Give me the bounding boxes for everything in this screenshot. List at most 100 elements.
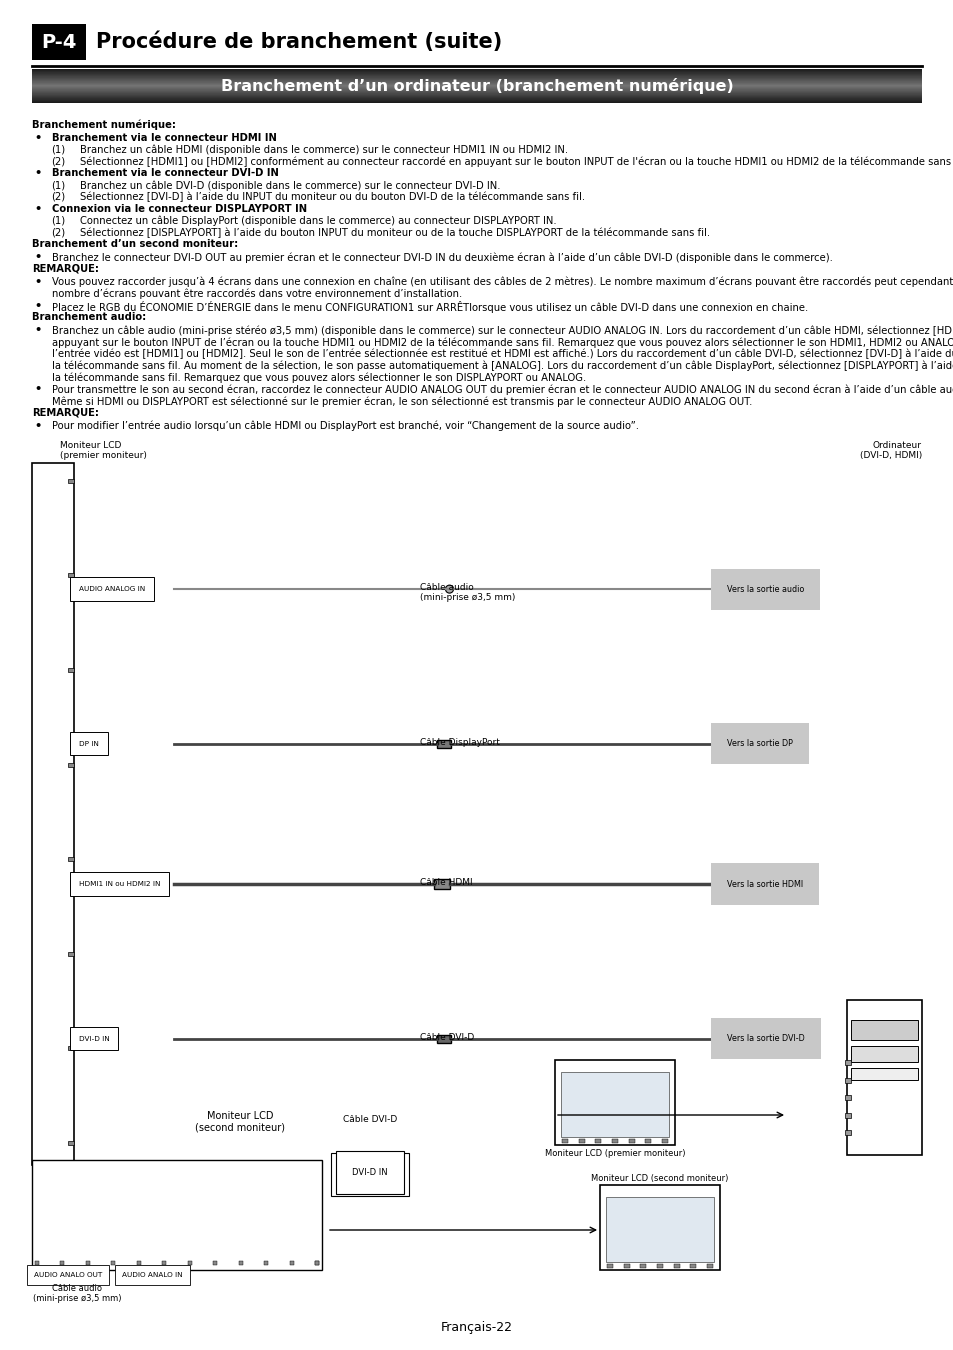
Text: Connexion via le connecteur DISPLAYPORT IN: Connexion via le connecteur DISPLAYPORT …: [52, 204, 307, 213]
Text: REMARQUE:: REMARQUE:: [32, 265, 99, 274]
Bar: [690, 1264, 696, 1268]
Bar: [290, 1261, 294, 1265]
Text: Branchez le connecteur DVI-D OUT au premier écran et le connecteur DVI-D IN du d: Branchez le connecteur DVI-D OUT au prem…: [52, 252, 832, 263]
Text: Branchez un câble audio (mini-prise stéréo ø3,5 mm) (disponible dans le commerce: Branchez un câble audio (mini-prise stér…: [52, 325, 953, 336]
Bar: [844, 1077, 850, 1083]
Bar: [612, 1139, 618, 1143]
Bar: [68, 1141, 74, 1145]
Text: Branchez un câble HDMI (disponible dans le commerce) sur le connecteur HDMI1 IN : Branchez un câble HDMI (disponible dans …: [80, 144, 568, 155]
Text: Câble audio: Câble audio: [52, 1284, 102, 1293]
Bar: [661, 1139, 667, 1143]
Text: nombre d’écrans pouvant être raccordés dans votre environnement d’installation.: nombre d’écrans pouvant être raccordés d…: [52, 289, 462, 300]
Text: Branchement d’un ordinateur (branchement numérique): Branchement d’un ordinateur (branchement…: [220, 78, 733, 94]
Text: Câble DVI-D: Câble DVI-D: [419, 1033, 474, 1042]
Bar: [68, 1046, 74, 1050]
Bar: [844, 1095, 850, 1100]
Text: Même si HDMI ou DISPLAYPORT est sélectionné sur le premier écran, le son sélecti: Même si HDMI ou DISPLAYPORT est sélectio…: [52, 396, 752, 406]
Bar: [32, 1160, 322, 1270]
Bar: [595, 1139, 600, 1143]
Text: (DVI-D, HDMI): (DVI-D, HDMI): [859, 451, 921, 460]
Text: la télécommande sans fil. Remarquez que vous pouvez alors sélectionner le son DI: la télécommande sans fil. Remarquez que …: [52, 373, 586, 383]
Bar: [605, 1197, 713, 1262]
Text: •: •: [34, 252, 41, 262]
Bar: [599, 1185, 720, 1270]
Text: Moniteur LCD: Moniteur LCD: [207, 1111, 273, 1120]
Bar: [32, 463, 74, 1165]
Text: Moniteur LCD (premier moniteur): Moniteur LCD (premier moniteur): [544, 1149, 684, 1158]
Bar: [628, 1139, 634, 1143]
Bar: [162, 1261, 166, 1265]
Bar: [188, 1261, 192, 1265]
Text: (2): (2): [51, 157, 65, 166]
Text: DVI-D IN: DVI-D IN: [79, 1035, 110, 1042]
Text: Placez le RGB du ÉCONOMIE D’ÉNERGIE dans le menu CONFIGURATION1 sur ARRÊTlorsque: Placez le RGB du ÉCONOMIE D’ÉNERGIE dans…: [52, 301, 807, 313]
Text: (2): (2): [51, 192, 65, 202]
Text: Ordinateur: Ordinateur: [872, 440, 921, 450]
Text: •: •: [34, 385, 41, 394]
Bar: [844, 1112, 850, 1118]
Text: Câble HDMI: Câble HDMI: [419, 878, 472, 887]
Text: Vers la sortie DP: Vers la sortie DP: [726, 738, 792, 748]
Bar: [68, 857, 74, 861]
Text: Moniteur LCD: Moniteur LCD: [60, 440, 121, 450]
Bar: [213, 1261, 217, 1265]
Text: Branchement via le connecteur DVI-D IN: Branchement via le connecteur DVI-D IN: [52, 169, 278, 178]
Text: Pour modifier l’entrée audio lorsqu’un câble HDMI ou DisplayPort est branché, vo: Pour modifier l’entrée audio lorsqu’un c…: [52, 421, 639, 432]
Text: Vous pouvez raccorder jusqu’à 4 écrans dans une connexion en chaîne (en utilisan: Vous pouvez raccorder jusqu’à 4 écrans d…: [52, 277, 953, 288]
Text: (1): (1): [51, 216, 65, 225]
Text: Branchez un câble DVI-D (disponible dans le commerce) sur le connecteur DVI-D IN: Branchez un câble DVI-D (disponible dans…: [80, 180, 500, 190]
Text: Branchement via le connecteur HDMI IN: Branchement via le connecteur HDMI IN: [52, 134, 276, 143]
Bar: [578, 1139, 584, 1143]
Text: Procédure de branchement (suite): Procédure de branchement (suite): [96, 32, 501, 53]
Bar: [706, 1264, 712, 1268]
Text: Câble audio: Câble audio: [419, 583, 474, 593]
Bar: [850, 1021, 917, 1040]
Bar: [68, 668, 74, 672]
Text: AUDIO ANALOG IN: AUDIO ANALOG IN: [79, 586, 145, 593]
Text: Branchement numérique:: Branchement numérique:: [32, 120, 175, 131]
Bar: [136, 1261, 141, 1265]
Text: •: •: [34, 325, 41, 335]
Text: Câble DisplayPort: Câble DisplayPort: [419, 737, 499, 747]
Bar: [561, 1139, 567, 1143]
Bar: [844, 1060, 850, 1065]
Bar: [623, 1264, 629, 1268]
Text: Français-22: Français-22: [440, 1322, 513, 1335]
Text: REMARQUE:: REMARQUE:: [32, 408, 99, 418]
Text: Sélectionnez [HDMI1] ou [HDMI2] conformément au connecteur raccordé en appuyant : Sélectionnez [HDMI1] ou [HDMI2] conformé…: [80, 157, 953, 167]
Text: l’entrée vidéo est [HDMI1] ou [HDMI2]. Seul le son de l’entrée sélectionnée est : l’entrée vidéo est [HDMI1] ou [HDMI2]. S…: [52, 348, 953, 359]
Bar: [555, 1060, 675, 1145]
Bar: [68, 763, 74, 767]
Bar: [844, 1130, 850, 1135]
Bar: [32, 24, 86, 59]
Bar: [606, 1264, 613, 1268]
Text: (2): (2): [51, 227, 65, 238]
Text: Vers la sortie audio: Vers la sortie audio: [726, 585, 803, 594]
Text: •: •: [34, 277, 41, 288]
Bar: [68, 574, 74, 578]
Text: DP IN: DP IN: [79, 741, 99, 747]
Text: Branchement audio:: Branchement audio:: [32, 312, 146, 323]
Bar: [850, 1046, 917, 1062]
Circle shape: [445, 585, 453, 593]
Text: DVI-D OUT: DVI-D OUT: [348, 1170, 392, 1179]
Text: •: •: [34, 301, 41, 310]
Text: (mini-prise ø3,5 mm): (mini-prise ø3,5 mm): [419, 593, 515, 602]
Text: DVI-D IN: DVI-D IN: [352, 1168, 388, 1177]
Text: Branchement d’un second moniteur:: Branchement d’un second moniteur:: [32, 239, 238, 250]
Bar: [434, 879, 450, 890]
Bar: [657, 1264, 662, 1268]
Text: Vers la sortie HDMI: Vers la sortie HDMI: [726, 880, 802, 888]
Bar: [673, 1264, 679, 1268]
Text: appuyant sur le bouton INPUT de l’écran ou la touche HDMI1 ou HDMI2 de la téléco: appuyant sur le bouton INPUT de l’écran …: [52, 338, 953, 347]
Text: AUDIO ANALO OUT: AUDIO ANALO OUT: [34, 1272, 102, 1278]
Bar: [112, 1261, 115, 1265]
Text: •: •: [34, 204, 41, 213]
Text: •: •: [34, 134, 41, 143]
Bar: [264, 1261, 268, 1265]
Text: •: •: [34, 169, 41, 178]
Bar: [86, 1261, 90, 1265]
Bar: [35, 1261, 39, 1265]
Bar: [60, 1261, 65, 1265]
Bar: [68, 479, 74, 483]
